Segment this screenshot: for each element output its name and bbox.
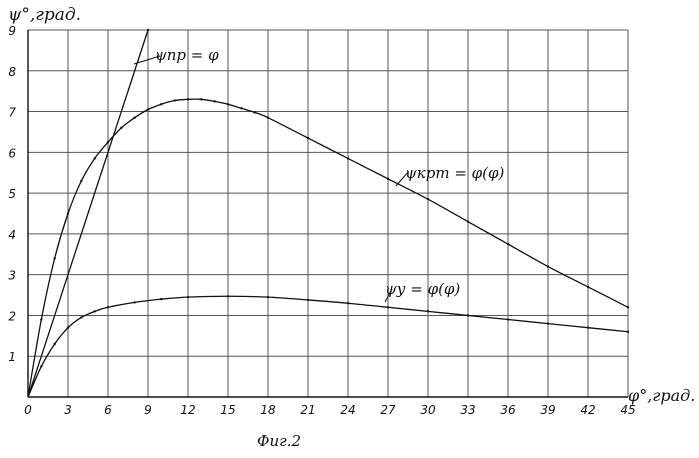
data-point — [93, 310, 95, 312]
data-point — [387, 306, 389, 308]
data-point — [40, 365, 42, 367]
data-point — [53, 257, 55, 259]
x-tick-label: 30 — [420, 403, 436, 417]
x-tick-label: 12 — [180, 403, 195, 417]
data-point — [467, 220, 469, 222]
data-point — [133, 116, 135, 118]
x-tick-label: 33 — [460, 403, 475, 417]
x-tick-label: 0 — [24, 403, 32, 417]
y-axis-label: ψ°,град. — [8, 5, 81, 25]
data-point — [187, 296, 189, 298]
data-point — [133, 301, 135, 303]
data-point — [67, 326, 69, 328]
data-point — [80, 316, 82, 318]
data-point — [80, 180, 82, 182]
data-point — [160, 298, 162, 300]
x-tick-label: 36 — [500, 403, 516, 417]
x-tick-label: 27 — [380, 403, 396, 417]
data-point — [427, 310, 429, 312]
data-point — [267, 116, 269, 118]
x-tick-labels: 0369121518212427303336394245 — [24, 403, 635, 417]
data-point — [347, 302, 349, 304]
data-point — [213, 100, 215, 102]
data-point — [427, 198, 429, 200]
x-tick-label: 21 — [300, 403, 315, 417]
x-tick-label: 6 — [104, 403, 112, 417]
series-line-psi-pr — [28, 30, 148, 397]
data-point — [173, 99, 175, 101]
x-tick-label: 15 — [220, 403, 235, 417]
x-tick-label: 18 — [260, 403, 276, 417]
data-point — [627, 331, 629, 333]
data-point — [147, 29, 149, 31]
data-point — [587, 286, 589, 288]
x-tick-label: 3 — [64, 403, 72, 417]
x-axis-label: φ°,град. — [628, 386, 695, 405]
data-point — [253, 111, 255, 113]
y-tick-label: 3 — [8, 269, 16, 283]
data-point — [67, 212, 69, 214]
series-label-line: ψпр = φ — [155, 46, 219, 64]
data-point — [227, 103, 229, 105]
data-point — [93, 157, 95, 159]
chart-axes — [28, 30, 628, 397]
data-point — [107, 141, 109, 143]
series-label-curve-upper: ψкрт = φ(φ) — [405, 164, 505, 182]
figure-caption: Фиг.2 — [257, 432, 301, 450]
series-label-curve-lower: ψу = φ(φ) — [385, 280, 460, 298]
data-point — [587, 326, 589, 328]
y-tick-label: 2 — [8, 309, 16, 323]
data-point — [307, 137, 309, 139]
chart-grid — [28, 30, 628, 397]
data-point — [147, 108, 149, 110]
x-tick-label: 45 — [620, 403, 635, 417]
data-point — [347, 157, 349, 159]
data-point — [467, 314, 469, 316]
data-point — [187, 98, 189, 100]
y-tick-label: 8 — [8, 65, 16, 79]
data-point — [507, 318, 509, 320]
x-tick-label: 39 — [540, 403, 555, 417]
data-point — [627, 306, 629, 308]
series-curve-psi-u — [28, 296, 628, 397]
y-tick-labels: 1 2 3 4 5 6 7 8 9 — [8, 24, 16, 364]
data-point — [227, 295, 229, 297]
data-point — [307, 299, 309, 301]
x-tick-label: 9 — [144, 403, 152, 417]
data-point — [267, 296, 269, 298]
data-point — [547, 322, 549, 324]
y-tick-label: 9 — [8, 24, 16, 38]
y-tick-label: 6 — [8, 146, 16, 160]
y-tick-label: 4 — [8, 228, 16, 242]
series-curve-psi-krt — [28, 99, 628, 397]
data-point — [107, 306, 109, 308]
data-point — [120, 127, 122, 129]
data-point — [240, 107, 242, 109]
y-tick-label: 1 — [8, 350, 16, 364]
y-tick-label: 5 — [8, 187, 16, 201]
x-tick-label: 24 — [340, 403, 355, 417]
chart-series — [28, 29, 629, 397]
data-point — [40, 318, 42, 320]
data-point — [507, 243, 509, 245]
data-point — [53, 343, 55, 345]
data-point — [387, 178, 389, 180]
x-tick-label: 42 — [580, 403, 595, 417]
data-point — [200, 98, 202, 100]
y-tick-label: 7 — [8, 106, 16, 120]
data-point — [160, 103, 162, 105]
data-point — [547, 265, 549, 267]
